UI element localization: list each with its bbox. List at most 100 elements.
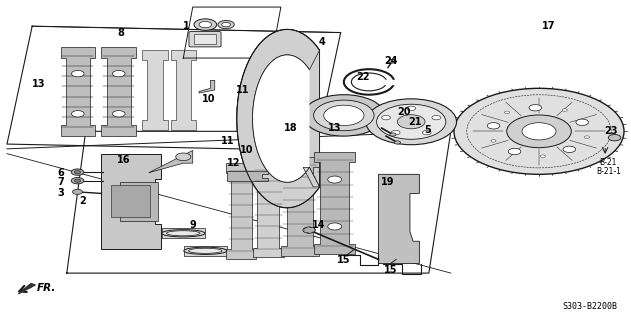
- Polygon shape: [303, 167, 319, 187]
- Circle shape: [509, 148, 521, 155]
- Polygon shape: [102, 154, 162, 249]
- Text: 12: 12: [227, 158, 240, 168]
- Text: S303-B2200B: S303-B2200B: [563, 302, 618, 311]
- Circle shape: [71, 111, 84, 117]
- Polygon shape: [281, 157, 319, 256]
- Text: 4: 4: [319, 37, 325, 47]
- Circle shape: [324, 105, 364, 125]
- Text: B-21-1: B-21-1: [596, 167, 621, 176]
- Ellipse shape: [162, 230, 205, 237]
- Circle shape: [540, 155, 545, 157]
- Circle shape: [454, 88, 624, 174]
- Bar: [194, 34, 216, 44]
- Circle shape: [390, 133, 396, 136]
- Polygon shape: [237, 29, 319, 208]
- Circle shape: [175, 153, 191, 161]
- Circle shape: [74, 171, 81, 174]
- Text: 2: 2: [79, 196, 86, 206]
- Bar: [184, 246, 227, 256]
- Circle shape: [507, 115, 571, 148]
- Circle shape: [504, 111, 509, 114]
- Polygon shape: [226, 163, 256, 259]
- Circle shape: [71, 70, 84, 77]
- Text: 15: 15: [337, 255, 351, 265]
- Circle shape: [529, 105, 541, 111]
- Text: 9: 9: [189, 220, 196, 230]
- Text: 24: 24: [384, 56, 398, 66]
- Text: 3: 3: [57, 188, 64, 198]
- Circle shape: [73, 189, 83, 195]
- Polygon shape: [379, 174, 420, 264]
- Ellipse shape: [189, 248, 222, 253]
- Circle shape: [562, 109, 567, 111]
- Bar: [162, 228, 205, 238]
- Circle shape: [194, 19, 216, 30]
- Polygon shape: [237, 29, 319, 208]
- Circle shape: [314, 100, 374, 131]
- Circle shape: [432, 116, 441, 120]
- Circle shape: [112, 111, 125, 117]
- Polygon shape: [171, 50, 196, 130]
- Text: 11: 11: [221, 136, 234, 146]
- Text: 6: 6: [57, 168, 64, 178]
- Circle shape: [112, 70, 125, 77]
- Circle shape: [608, 134, 621, 141]
- Circle shape: [563, 146, 575, 153]
- Polygon shape: [252, 55, 309, 182]
- Text: 11: 11: [237, 85, 250, 95]
- Text: 13: 13: [327, 123, 341, 133]
- Text: 15: 15: [384, 265, 398, 275]
- Circle shape: [584, 136, 589, 139]
- Circle shape: [382, 116, 391, 120]
- Circle shape: [487, 123, 500, 129]
- Circle shape: [576, 119, 589, 125]
- Text: 5: 5: [424, 125, 431, 135]
- Text: 1: 1: [183, 21, 190, 31]
- Circle shape: [303, 95, 385, 136]
- Text: 20: 20: [397, 107, 410, 117]
- Circle shape: [71, 178, 84, 184]
- Text: 13: 13: [32, 78, 45, 89]
- Text: 14: 14: [312, 220, 326, 230]
- Ellipse shape: [167, 231, 200, 236]
- Text: 19: 19: [381, 177, 394, 187]
- Text: 16: 16: [117, 155, 130, 165]
- Circle shape: [221, 22, 230, 27]
- Circle shape: [394, 141, 401, 144]
- Circle shape: [391, 130, 400, 135]
- Text: 10: 10: [240, 146, 253, 156]
- Polygon shape: [227, 171, 268, 181]
- Circle shape: [218, 20, 234, 29]
- Circle shape: [491, 140, 496, 142]
- Polygon shape: [149, 150, 192, 173]
- Circle shape: [407, 106, 416, 111]
- Circle shape: [199, 21, 211, 28]
- Text: 21: 21: [408, 117, 422, 127]
- Bar: [111, 186, 150, 217]
- Polygon shape: [199, 80, 215, 93]
- Text: 10: 10: [202, 94, 215, 104]
- Circle shape: [389, 59, 396, 63]
- Text: FR.: FR.: [37, 283, 57, 293]
- Polygon shape: [61, 47, 95, 136]
- Circle shape: [398, 115, 425, 129]
- Text: B-21: B-21: [599, 158, 617, 167]
- Text: 7: 7: [57, 177, 64, 187]
- Text: 8: 8: [117, 28, 124, 37]
- Circle shape: [74, 179, 81, 182]
- Circle shape: [327, 223, 341, 230]
- Circle shape: [422, 130, 431, 135]
- Text: 18: 18: [283, 123, 297, 133]
- Polygon shape: [143, 50, 168, 130]
- Polygon shape: [121, 182, 158, 220]
- Circle shape: [71, 169, 84, 175]
- Polygon shape: [102, 47, 136, 136]
- Polygon shape: [252, 162, 284, 257]
- Circle shape: [366, 99, 457, 145]
- Circle shape: [327, 176, 341, 183]
- Circle shape: [377, 104, 446, 139]
- Circle shape: [522, 123, 556, 140]
- Polygon shape: [314, 152, 355, 254]
- Polygon shape: [18, 284, 35, 294]
- Ellipse shape: [184, 247, 227, 254]
